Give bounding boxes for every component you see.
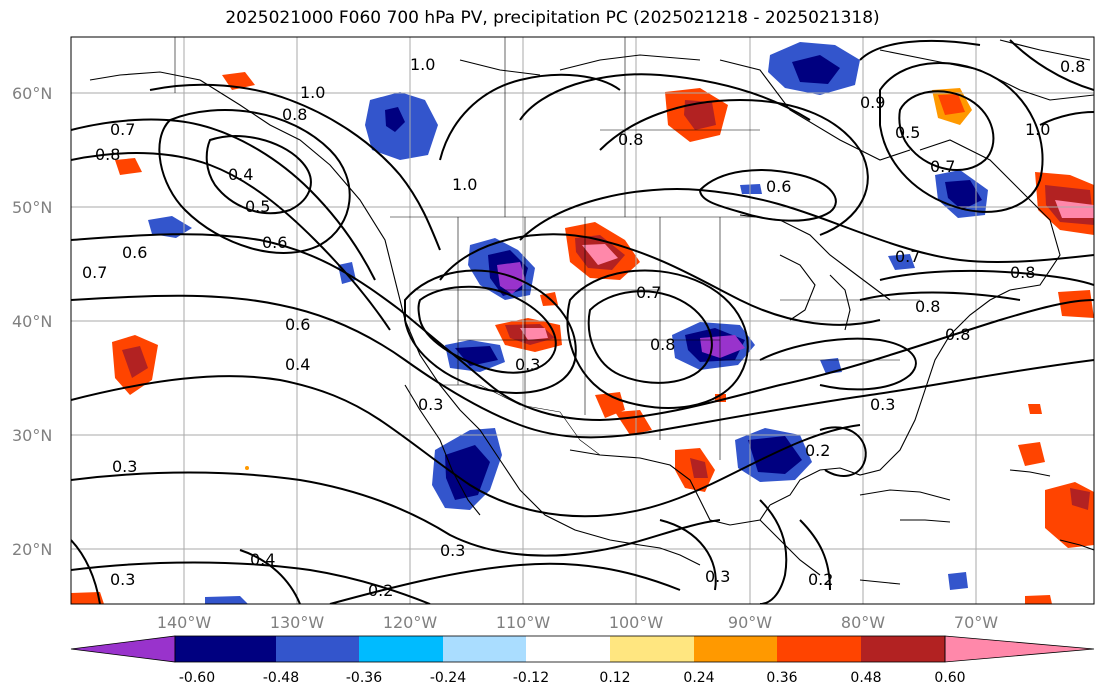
contour-label: 0.3 (870, 395, 895, 414)
lat-label: 60°N (12, 84, 52, 103)
contour-label: 0.6 (262, 233, 287, 252)
lat-label: 50°N (12, 198, 52, 217)
contour-label: 0.3 (112, 457, 137, 476)
contour-label: 0.8 (618, 130, 643, 149)
colorbar-segment (443, 636, 526, 662)
contour-label: 0.7 (930, 157, 955, 176)
coastlines (89, 39, 1094, 585)
contour-label: 0.8 (1060, 57, 1085, 76)
contour-label: 0.3 (110, 570, 135, 589)
colorbar-label: 0.48 (850, 670, 881, 686)
colorbar-segment (861, 636, 945, 662)
colorbar-segment (276, 636, 359, 662)
colorbar-segment (694, 636, 777, 662)
contour-label: 0.3 (515, 355, 540, 374)
colorbar-extend-left (70, 635, 176, 663)
contour-label: 0.2 (805, 441, 830, 460)
contour-label: 0.4 (250, 550, 275, 569)
colorbar-label: 0.36 (766, 670, 797, 686)
contour-label: 0.2 (808, 570, 833, 589)
longitude-labels: 140°W 130°W 120°W 110°W 100°W 90°W 80°W … (157, 613, 998, 632)
map-frame (70, 36, 1095, 605)
lon-label: 120°W (383, 613, 438, 632)
contour-label: 0.8 (945, 325, 970, 344)
colorbar-segment (610, 636, 694, 662)
colorbar-segment (526, 636, 610, 662)
colorbar-label: -0.60 (179, 670, 215, 686)
colorbar-segment (777, 636, 861, 662)
contour-label: 0.9 (860, 93, 885, 112)
contour-label: 0.3 (440, 541, 465, 560)
contour-label: 0.3 (418, 395, 443, 414)
political-borders (174, 37, 920, 460)
contour-label: 0.6 (766, 177, 791, 196)
colorbar-label: -0.24 (430, 670, 466, 686)
contour-label: 0.8 (650, 335, 675, 354)
contour-label: 0.6 (285, 315, 310, 334)
colorbar-label: -0.36 (346, 670, 382, 686)
colorbar-label: 0.12 (599, 670, 630, 686)
colorbar-label: -0.48 (263, 670, 299, 686)
contour-label: 0.3 (705, 567, 730, 586)
contour-label: 0.7 (110, 120, 135, 139)
colorbar-segment (359, 636, 443, 662)
colorbar-extend-right (944, 635, 1095, 663)
pv-contours (71, 39, 1094, 604)
contour-label: 0.5 (895, 123, 920, 142)
contour-label: 0.7 (82, 263, 107, 282)
map-panel: 1.0 1.0 0.8 0.7 0.8 0.4 0.5 0.6 1.0 0.6 … (71, 37, 1094, 604)
colorbar-labels: -0.60 -0.48 -0.36 -0.24 -0.12 0.12 0.24 … (179, 670, 966, 686)
contour-label: 1.0 (1025, 120, 1050, 139)
lon-label: 100°W (609, 613, 664, 632)
precip-dot (245, 466, 249, 470)
colorbar-label: -0.12 (513, 670, 549, 686)
contour-label: 0.8 (915, 297, 940, 316)
contour-label: 0.8 (282, 105, 307, 124)
contour-labels: 1.0 1.0 0.8 0.7 0.8 0.4 0.5 0.6 1.0 0.6 … (82, 55, 1085, 600)
lat-label: 30°N (12, 426, 52, 445)
contour-label: 0.7 (636, 283, 661, 302)
contour-label: 0.8 (95, 145, 120, 164)
contour-label: 0.5 (245, 197, 270, 216)
contour-label: 0.7 (895, 247, 920, 266)
lon-label: 130°W (270, 613, 325, 632)
lon-label: 110°W (496, 613, 551, 632)
lon-label: 140°W (157, 613, 212, 632)
lon-label: 70°W (954, 613, 998, 632)
colorbar-segment (175, 636, 276, 662)
lat-label: 40°N (12, 312, 52, 331)
colorbar: -0.60 -0.48 -0.36 -0.24 -0.12 0.12 0.24 … (70, 635, 1095, 686)
contour-label: 1.0 (452, 175, 477, 194)
contour-label: 0.4 (285, 355, 310, 374)
lon-label: 80°W (841, 613, 885, 632)
map-title: 2025021000 F060 700 hPa PV, precipitatio… (225, 8, 880, 28)
contour-label: 0.4 (228, 165, 253, 184)
precipitation-shading (71, 42, 1094, 604)
contour-label: 1.0 (410, 55, 435, 74)
contour-label: 0.2 (368, 581, 393, 600)
lon-label: 90°W (728, 613, 772, 632)
colorbar-label: 0.24 (683, 670, 714, 686)
colorbar-label: 0.60 (934, 670, 965, 686)
contour-label: 0.6 (122, 243, 147, 262)
contour-label: 0.8 (1010, 263, 1035, 282)
lat-label: 20°N (12, 540, 52, 559)
contour-label: 1.0 (300, 83, 325, 102)
latitude-labels: 60°N 50°N 40°N 30°N 20°N (12, 84, 52, 559)
